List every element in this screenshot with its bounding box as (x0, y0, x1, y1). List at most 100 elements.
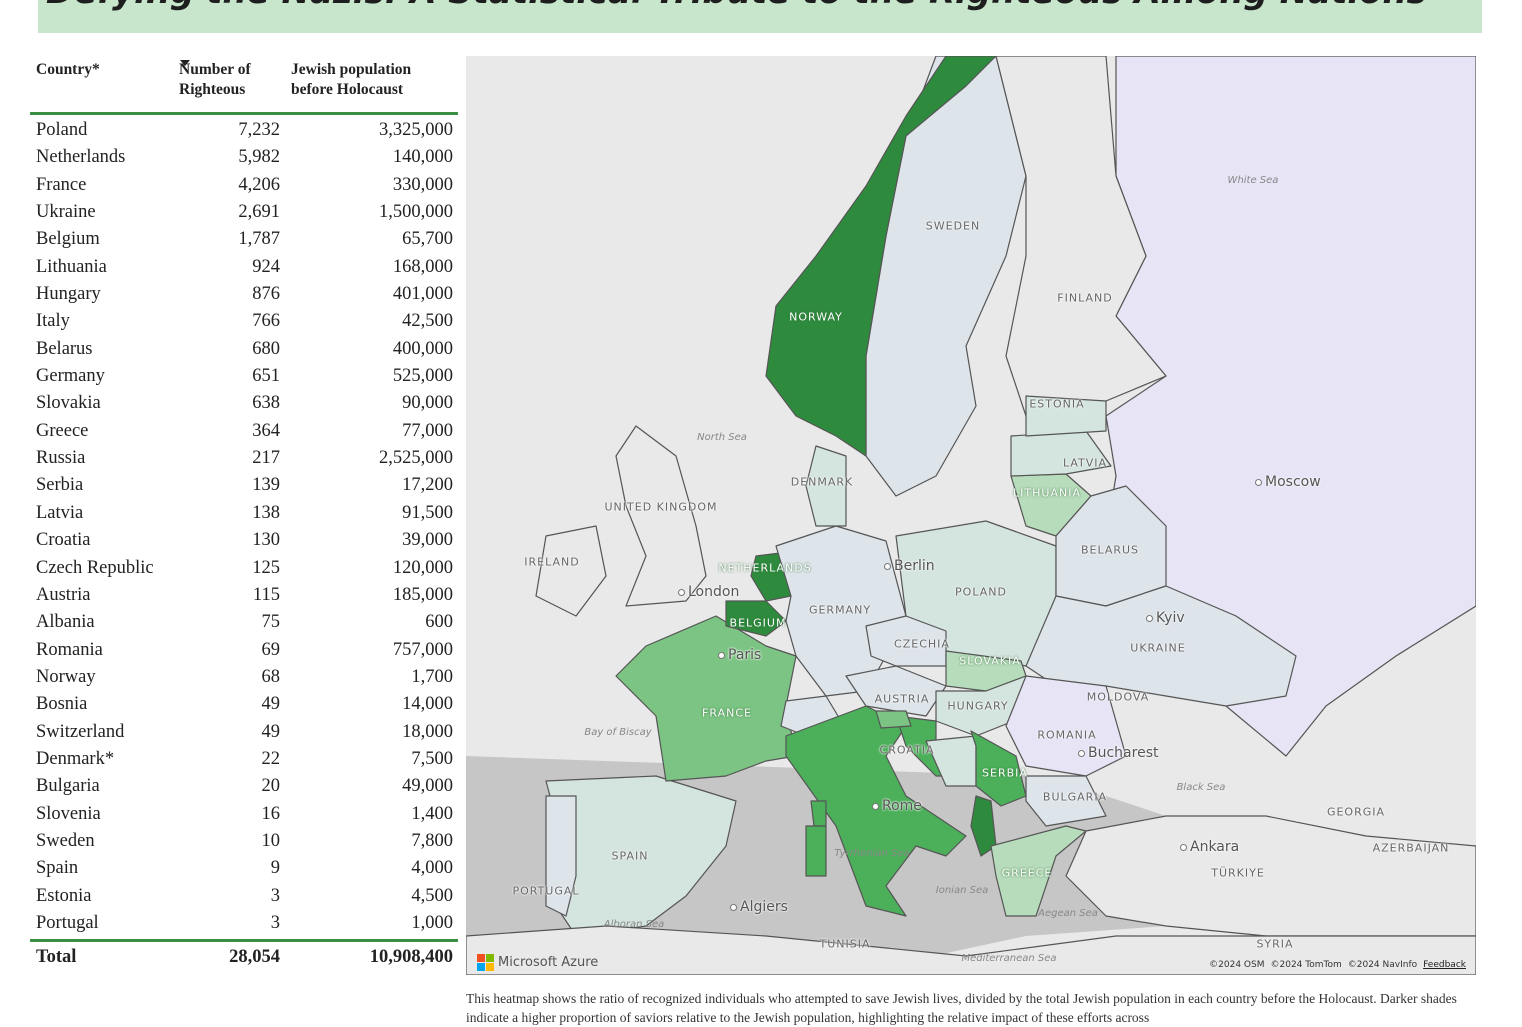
cell-righteous: 49 (261, 694, 281, 715)
cell-country: Romania (36, 639, 103, 660)
heatmap-map[interactable]: NORWAY SWEDEN FINLAND ESTONIA LATVIA LITHUANI… (466, 56, 1476, 975)
country-shape-bulgaria[interactable] (1025, 775, 1107, 827)
header-righteous[interactable]: Number of Righteous (179, 61, 251, 98)
country-shape-corsica[interactable] (810, 800, 827, 827)
cell-country: Bulgaria (36, 776, 100, 797)
table-row[interactable]: Estonia 3 4,500 (30, 883, 458, 910)
title-bar: Defying the Nazis: A Statistical Tribute… (38, 0, 1482, 33)
table-row[interactable]: Latvia 138 91,500 (30, 500, 458, 527)
country-shape-serbia[interactable] (970, 730, 1027, 807)
table-row[interactable]: Bosnia 49 14,000 (30, 691, 458, 718)
table-row[interactable]: Serbia 139 17,200 (30, 472, 458, 499)
country-shape-belgium[interactable] (725, 600, 787, 637)
cell-country: Netherlands (36, 147, 126, 168)
table-row[interactable]: Denmark* 22 7,500 (30, 746, 458, 773)
sort-descending-icon[interactable] (180, 60, 190, 66)
table-row[interactable]: Austria 115 185,000 (30, 582, 458, 609)
table-row[interactable]: Lithuania 924 168,000 (30, 254, 458, 281)
city-label: Bucharest (1078, 745, 1158, 761)
table-row[interactable]: Belgium 1,787 65,700 (30, 226, 458, 253)
cell-population: 140,000 (392, 147, 453, 168)
country-shape-denmark[interactable] (805, 445, 847, 527)
table-row[interactable]: Czech Republic 125 120,000 (30, 555, 458, 582)
cell-population: 7,800 (411, 830, 453, 851)
cell-population: 120,000 (392, 557, 453, 578)
country-shape-sardinia[interactable] (805, 825, 827, 877)
map-attribution: ©2024 OSM ©2024 TomTom ©2024 NavInfo Fee… (1209, 960, 1466, 970)
cell-population: 2,525,000 (379, 448, 453, 469)
table-row[interactable]: Germany 651 525,000 (30, 363, 458, 390)
table-row[interactable]: Bulgaria 20 49,000 (30, 773, 458, 800)
cell-population: 17,200 (402, 475, 453, 496)
country-shape-slovenia[interactable] (875, 710, 912, 729)
cell-country: Germany (36, 366, 105, 387)
cell-righteous: 69 (261, 639, 281, 660)
country-shape-albania[interactable] (970, 795, 997, 857)
cell-country: Slovakia (36, 393, 101, 414)
country-shape-portugal[interactable] (545, 795, 577, 917)
table-row[interactable]: Slovenia 16 1,400 (30, 801, 458, 828)
country-label: IRELAND (524, 555, 580, 569)
country-label: CZECHIA (894, 637, 950, 651)
table-row[interactable]: Ukraine 2,691 1,500,000 (30, 199, 458, 226)
country-label: POLAND (955, 585, 1007, 599)
country-label: HUNGARY (947, 699, 1009, 713)
table-row[interactable]: Russia 217 2,525,000 (30, 445, 458, 472)
country-shape-greece[interactable] (990, 825, 1087, 917)
table-row[interactable]: Norway 68 1,700 (30, 664, 458, 691)
cell-population: 185,000 (392, 584, 453, 605)
table-row[interactable]: Romania 69 757,000 (30, 637, 458, 664)
total-population: 10,908,400 (369, 947, 453, 968)
table-row[interactable]: Belarus 680 400,000 (30, 336, 458, 363)
cell-country: Albania (36, 612, 95, 633)
city-label: Berlin (884, 558, 935, 574)
country-label: NETHERLANDS (718, 561, 812, 575)
azure-logo: Microsoft Azure (477, 954, 598, 971)
country-label: UNITED KINGDOM (604, 500, 718, 514)
table-row[interactable]: Portugal 3 1,000 (30, 910, 458, 937)
cell-righteous: 7,232 (238, 120, 280, 140)
country-label: LATVIA (1062, 456, 1108, 470)
country-shape-norway[interactable] (765, 56, 997, 457)
cell-righteous: 138 (252, 502, 280, 523)
country-label: AUSTRIA (874, 692, 930, 706)
cell-righteous: 766 (252, 311, 280, 332)
country-shape-ireland[interactable] (535, 525, 607, 617)
city-label: Ankara (1180, 839, 1239, 855)
cell-country: Latvia (36, 502, 84, 523)
country-shape-finland[interactable] (995, 56, 1167, 417)
country-shape-estonia[interactable] (1025, 395, 1107, 437)
table-row[interactable]: Hungary 876 401,000 (30, 281, 458, 308)
table-row[interactable]: Sweden 10 7,800 (30, 828, 458, 855)
table-row[interactable]: Switzerland 49 18,000 (30, 719, 458, 746)
sea-label: Ionian Sea (935, 885, 989, 896)
header-population[interactable]: Jewish population before Holocaust (291, 61, 412, 98)
cell-population: 1,500,000 (379, 202, 453, 223)
table-row[interactable]: Italy 766 42,500 (30, 308, 458, 335)
table-row[interactable]: Albania 75 600 (30, 609, 458, 636)
country-shape-turkey[interactable] (1065, 815, 1476, 937)
header-country[interactable]: Country* (36, 61, 100, 78)
cell-country: Ukraine (36, 202, 96, 223)
country-label: BELGIUM (729, 616, 787, 630)
country-label: TÜRKIYE (1211, 866, 1265, 880)
city-label: Rome (872, 798, 922, 814)
table-row[interactable]: Spain 9 4,000 (30, 855, 458, 882)
cell-population: 600 (425, 612, 453, 633)
cell-country: Switzerland (36, 721, 125, 742)
sea-label: Mediterranean Sea (961, 953, 1057, 964)
cell-righteous: 68 (261, 666, 281, 687)
country-shape-uk[interactable] (615, 425, 707, 607)
country-label: DENMARK (790, 475, 854, 489)
table-row[interactable]: Netherlands 5,982 140,000 (30, 144, 458, 171)
table-row[interactable]: France 4,206 330,000 (30, 172, 458, 199)
cell-country: Estonia (36, 885, 92, 906)
feedback-link[interactable]: Feedback (1423, 960, 1466, 970)
table-row[interactable]: Poland 7,232 3,325,000 (30, 117, 458, 144)
table-row[interactable]: Slovakia 638 90,000 (30, 390, 458, 417)
table-row[interactable]: Greece 364 77,000 (30, 418, 458, 445)
cell-population: 91,500 (402, 502, 453, 523)
cell-righteous: 680 (252, 338, 280, 359)
country-shape-africa[interactable] (466, 925, 1476, 975)
table-row[interactable]: Croatia 130 39,000 (30, 527, 458, 554)
